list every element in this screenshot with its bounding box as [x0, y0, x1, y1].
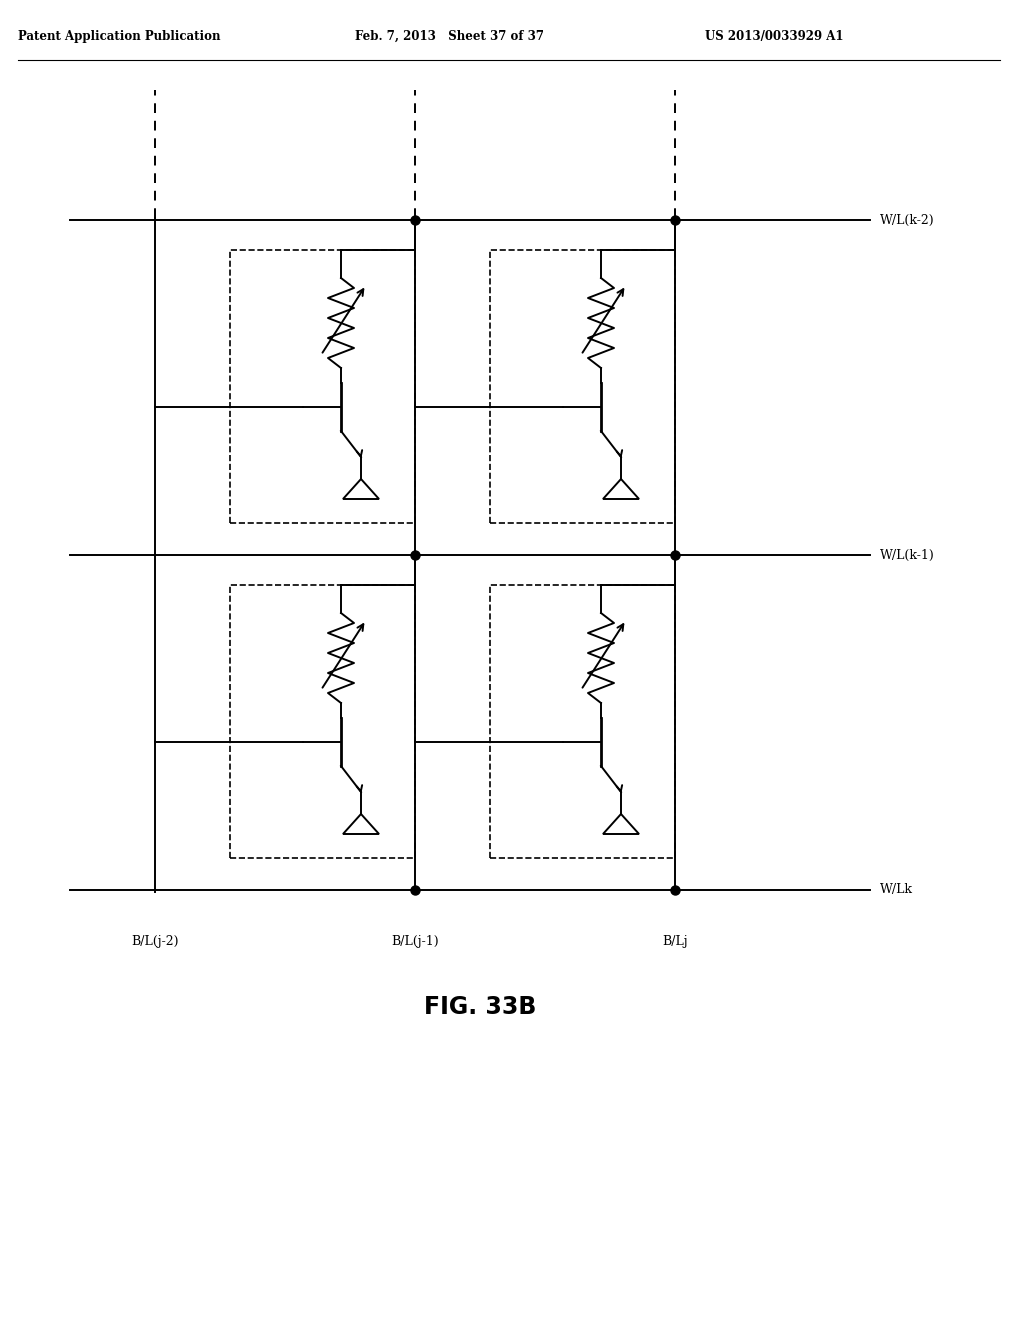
Text: W/Lk: W/Lk: [880, 883, 913, 896]
Bar: [490, 249, 675, 523]
Text: B/Lj: B/Lj: [663, 935, 688, 948]
Bar: [230, 249, 415, 523]
Bar: [490, 585, 675, 858]
Text: W/L(k-2): W/L(k-2): [880, 214, 935, 227]
Text: Patent Application Publication: Patent Application Publication: [18, 30, 220, 44]
Text: Feb. 7, 2013   Sheet 37 of 37: Feb. 7, 2013 Sheet 37 of 37: [355, 30, 544, 44]
Text: W/L(k-1): W/L(k-1): [880, 549, 935, 561]
Text: B/L(j-1): B/L(j-1): [391, 935, 439, 948]
Bar: [230, 585, 415, 858]
Text: FIG. 33B: FIG. 33B: [424, 995, 537, 1019]
Text: US 2013/0033929 A1: US 2013/0033929 A1: [705, 30, 844, 44]
Text: B/L(j-2): B/L(j-2): [131, 935, 179, 948]
